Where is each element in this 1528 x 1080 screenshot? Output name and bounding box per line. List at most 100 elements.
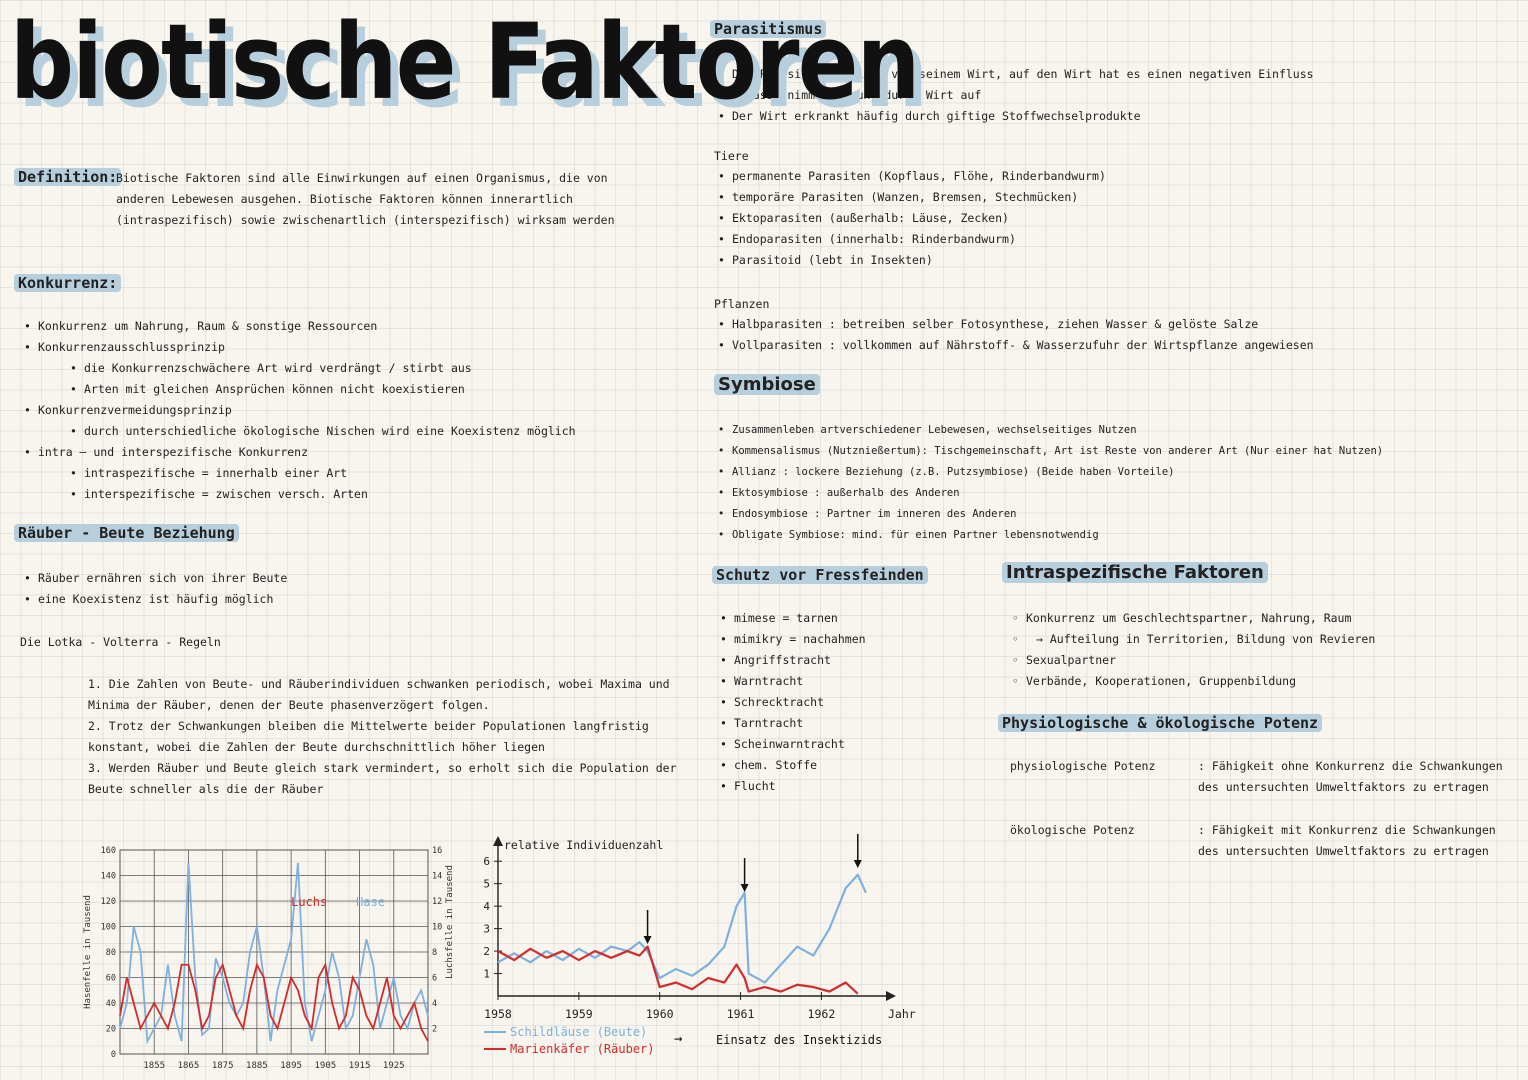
list-item: interspezifische = zwischen versch. Arte… [24,484,576,505]
legend-luchs: Luchs [291,895,327,909]
y-right-tick-label: 8 [432,948,437,958]
konkurrenz-heading: Konkurrenz: [14,274,122,292]
insecticide-note-arrow: → [674,1031,682,1047]
potenz-item-1: physiologische Potenz : Fähigkeit ohne K… [1010,756,1520,798]
y-tick-label: 6 [483,855,490,868]
list-item: Endoparasiten (innerhalb: Rinderbandwurm… [718,229,1106,250]
potenz-def: : Fähigkeit mit Konkurrenz die Schwankun… [1198,823,1496,858]
list-item: Schrecktracht [720,692,866,713]
insecticide-arrow-head [643,936,652,944]
insecticide-note: Einsatz des Insektizids [716,1033,882,1047]
definition-text: Biotische Faktoren sind alle Einwirkunge… [116,171,615,227]
x-tick-label: 1905 [314,1061,336,1071]
y-left-tick-label: 40 [106,999,116,1009]
list-item: Der Wirt erkrankt häufig durch giftige S… [718,106,1314,127]
konkurrenz-list: Konkurrenz um Nahrung, Raum & sonstige R… [24,316,576,505]
x-tick-label: 1960 [646,1007,674,1021]
y-tick-label: 2 [483,945,490,958]
y-left-tick-label: 20 [106,1025,116,1035]
tiere-list: permanente Parasiten (Kopflaus, Flöhe, R… [718,166,1106,271]
y-tick-label: 5 [483,878,490,891]
y-tick-label: 1 [483,968,490,981]
lotka-heading: Die Lotka - Volterra - Regeln [20,635,221,649]
list-item: Flucht [720,776,866,797]
y-left-tick-label: 120 [101,897,116,907]
list-item: Warntracht [720,671,866,692]
list-item: mimikry = nachahmen [720,629,866,650]
x-tick-label: 1958 [484,1007,512,1021]
raeuber-list: Räuber ernähren sich von ihrer Beute ein… [24,568,287,610]
y-axis-label: relative Individuenzahl [504,838,663,852]
list-item: Konkurrenzausschlussprinzip [24,337,576,358]
y-right-tick-label: 4 [432,999,437,1009]
insecticide-arrow-head [740,884,749,892]
y-left-axis-label: Hasenfelle in Tausend [83,895,93,1009]
list-item: Obligate Symbiose: mind. für einen Partn… [718,525,1383,546]
page-title-wrap: biotische Faktoren biotische Faktoren [10,10,1067,122]
list-item: Endosymbiose : Partner im inneren des An… [718,504,1383,525]
x-tick-label: 1959 [565,1007,593,1021]
y-right-tick-label: 14 [432,872,442,882]
x-tick-label: 1915 [349,1061,371,1071]
schutz-heading-label: Schutz vor Fressfeinden [712,566,928,584]
definition-heading: Definition: [14,168,122,186]
potenz-term: ökologische Potenz [1010,823,1135,837]
list-item: Parasit nimmt Nahrung durch Wirt auf [718,85,1314,106]
series-line-raeuber [497,945,859,995]
lotka-rule: 3. Werden Räuber und Beute gleich stark … [88,761,677,796]
legend-raeuber: Marienkäfer (Räuber) [510,1042,655,1056]
pflanzen-list: Halbparasiten : betreiben selber Fotosyn… [718,314,1314,356]
list-item: Konkurrenz um Geschlechtspartner, Nahrun… [1012,608,1375,629]
symbiose-heading-label: Symbiose [714,374,820,395]
list-item: intraspezifische = innerhalb einer Art [24,463,576,484]
y-right-tick-label: 10 [432,923,442,933]
list-item: Ektoparasiten (außerhalb: Läuse, Zecken) [718,208,1106,229]
y-axis-arrow [493,836,503,846]
list-item: Allianz : lockere Beziehung (z.B. Putzsy… [718,462,1383,483]
potenz-def: : Fähigkeit ohne Konkurrenz die Schwanku… [1198,759,1503,794]
parasitismus-list: Der Parasit profitiert von seinem Wirt, … [718,64,1314,127]
lotka-rule: 1. Die Zahlen von Beute- und Räuberindiv… [88,677,670,712]
y-tick-label: 4 [483,900,490,913]
potenz-item-2: ökologische Potenz : Fähigkeit mit Konku… [1010,820,1520,862]
raeuber-heading: Räuber - Beute Beziehung [14,524,239,542]
series-line-luchs [119,962,429,1042]
parasitismus-heading: Parasitismus [710,20,827,38]
legend-hase: Hase [356,895,385,909]
x-tick-label: 1961 [727,1007,755,1021]
intra-heading-label: Intraspezifische Faktoren [1002,562,1268,583]
lotka-rule: 2. Trotz der Schwankungen bleiben die Mi… [88,719,649,754]
x-tick-label: 1962 [808,1007,836,1021]
list-item: Räuber ernähren sich von ihrer Beute [24,568,287,589]
y-left-tick-label: 160 [101,846,116,856]
list-item: intra – und interspezifische Konkurrenz [24,442,576,463]
raeuber-heading-label: Räuber - Beute Beziehung [14,524,239,542]
y-right-axis-label: Luchsfelle in Tausend [445,865,455,979]
intra-list: Konkurrenz um Geschlechtspartner, Nahrun… [1012,608,1375,692]
list-item: Der Parasit profitiert von seinem Wirt, … [718,64,1314,85]
list-item: Ektosymbiose : außerhalb des Anderen [718,483,1383,504]
x-tick-label: 1855 [143,1061,165,1071]
hare-lynx-chart: 1855 1865 1875 1885 1895 1905 1915 1925 0 20 40 60 8… [83,846,455,1071]
schutz-list: mimese = tarnen mimikry = nachahmen Angr… [720,608,866,797]
y-right-tick-label: 12 [432,897,442,907]
list-item: Halbparasiten : betreiben selber Fotosyn… [718,314,1314,335]
tiere-label: Tiere [714,149,749,163]
list-item: temporäre Parasiten (Wanzen, Bremsen, St… [718,187,1106,208]
intra-heading: Intraspezifische Faktoren [1002,562,1268,583]
list-item: Tarntracht [720,713,866,734]
y-right-tick-label: 2 [432,1025,437,1035]
lotka-rules: 1. Die Zahlen von Beute- und Räuberindiv… [88,674,678,800]
y-tick-label: 3 [483,923,490,936]
list-item: Arten mit gleichen Ansprüchen können nic… [24,379,576,400]
y-left-tick-label: 100 [101,923,116,933]
list-item: chem. Stoffe [720,755,866,776]
x-tick-label: 1875 [212,1061,234,1071]
potenz-heading-label: Physiologische & ökologische Potenz [998,714,1323,732]
x-tick-label: 1895 [280,1061,302,1071]
pflanzen-label: Pflanzen [714,297,770,311]
symbiose-heading: Symbiose [714,374,820,395]
list-item: die Konkurrenzschwächere Art wird verdrä… [24,358,576,379]
schutz-heading: Schutz vor Fressfeinden [712,566,928,584]
list-item: mimese = tarnen [720,608,866,629]
